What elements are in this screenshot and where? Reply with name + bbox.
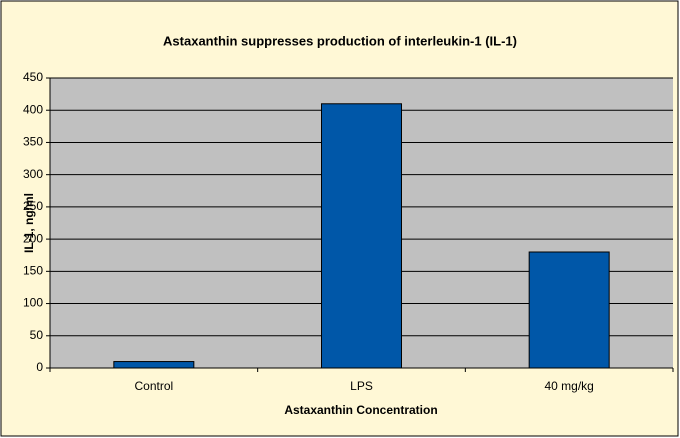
bar: [113, 361, 195, 369]
y-tick-label: 250: [23, 199, 43, 213]
x-tick-label: 40 mg/kg: [544, 379, 593, 393]
y-tick-label: 300: [23, 167, 43, 181]
y-tick-label: 450: [23, 70, 43, 84]
bar: [528, 251, 610, 369]
y-axis-title: IL-1, ng/ml: [22, 193, 36, 253]
bar: [321, 103, 402, 369]
x-tick-label: LPS: [350, 379, 373, 393]
y-tick-label: 200: [23, 231, 43, 245]
y-tick-label: 350: [23, 135, 43, 149]
y-tick-label: 0: [36, 360, 43, 374]
x-axis-title: Astaxanthin Concentration: [284, 403, 437, 417]
y-tick-label: 50: [30, 328, 44, 342]
y-tick-label: 100: [23, 296, 43, 310]
y-tick-label: 150: [23, 264, 43, 278]
x-tick-label: Control: [134, 379, 173, 393]
chart-title: Astaxanthin suppresses production of int…: [163, 33, 517, 48]
y-tick-label: 400: [23, 102, 43, 116]
